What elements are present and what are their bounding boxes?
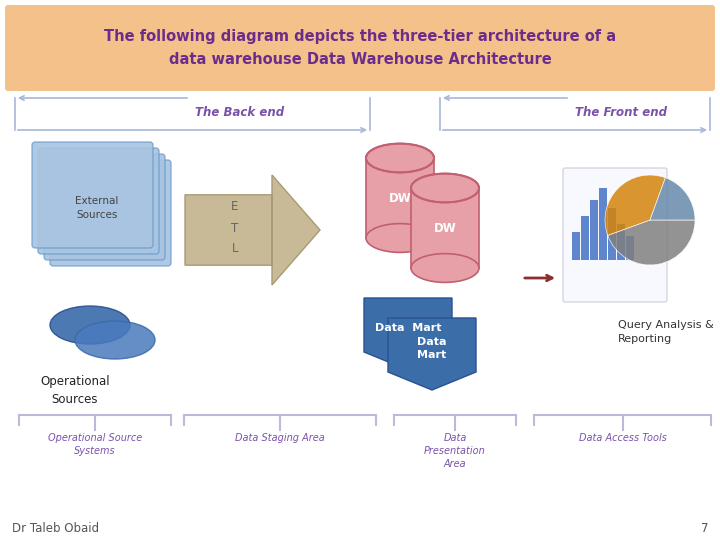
FancyBboxPatch shape xyxy=(38,148,159,254)
Ellipse shape xyxy=(366,224,434,252)
Bar xyxy=(411,188,479,268)
Text: DW: DW xyxy=(433,221,456,234)
Wedge shape xyxy=(608,220,695,265)
Polygon shape xyxy=(185,175,320,285)
Bar xyxy=(366,158,434,238)
Bar xyxy=(608,208,616,260)
FancyBboxPatch shape xyxy=(32,142,153,248)
Text: Dr Taleb Obaid: Dr Taleb Obaid xyxy=(12,522,99,535)
Text: External
Sources: External Sources xyxy=(76,196,119,220)
Ellipse shape xyxy=(411,173,479,202)
Ellipse shape xyxy=(411,254,479,282)
Polygon shape xyxy=(388,318,476,390)
Wedge shape xyxy=(650,178,695,220)
Text: 7: 7 xyxy=(701,522,708,535)
Bar xyxy=(626,236,634,260)
Text: The Front end: The Front end xyxy=(575,105,667,118)
Bar xyxy=(590,200,598,260)
Text: DW: DW xyxy=(389,192,411,205)
Bar xyxy=(599,188,607,260)
Ellipse shape xyxy=(75,321,155,359)
Text: The following diagram depicts the three-tier architecture of a
data warehouse Da: The following diagram depicts the three-… xyxy=(104,29,616,67)
Text: Data
Presentation
Area: Data Presentation Area xyxy=(424,433,486,469)
FancyBboxPatch shape xyxy=(563,168,667,302)
FancyBboxPatch shape xyxy=(5,5,715,91)
Polygon shape xyxy=(364,298,452,370)
Text: E
T
L: E T L xyxy=(231,200,239,255)
Text: Data
Mart: Data Mart xyxy=(418,336,446,360)
Text: Operational Source
Systems: Operational Source Systems xyxy=(48,433,142,456)
Text: Data Access Tools: Data Access Tools xyxy=(579,433,667,443)
Text: Operational
Sources: Operational Sources xyxy=(40,375,110,406)
Bar xyxy=(617,224,625,260)
FancyBboxPatch shape xyxy=(44,154,165,260)
Text: The Back end: The Back end xyxy=(195,105,284,118)
Text: Query Analysis &
Reporting: Query Analysis & Reporting xyxy=(618,320,714,344)
Bar xyxy=(572,232,580,260)
Ellipse shape xyxy=(50,306,130,344)
Text: Data Staging Area: Data Staging Area xyxy=(235,433,325,443)
Ellipse shape xyxy=(366,144,434,172)
Wedge shape xyxy=(605,175,665,235)
Bar xyxy=(581,216,589,260)
Text: Data  Mart: Data Mart xyxy=(374,323,441,333)
FancyBboxPatch shape xyxy=(50,160,171,266)
